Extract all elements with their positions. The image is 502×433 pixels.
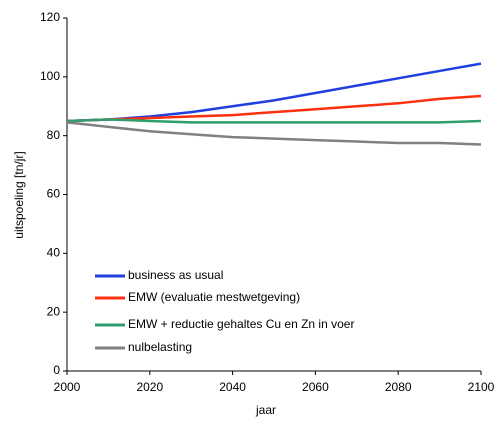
y-tick-label: 60 — [47, 187, 61, 201]
series-line — [66, 94, 482, 123]
x-axis-label: jaar — [255, 403, 276, 417]
series-line — [66, 118, 482, 124]
y-tick-label: 40 — [47, 246, 61, 260]
x-tick-label: 2000 — [54, 380, 81, 394]
y-tick-label: 80 — [47, 128, 61, 142]
legend-label: business as usual — [128, 268, 223, 282]
legend-label: nulbelasting — [128, 340, 192, 354]
y-tick-label: 120 — [40, 10, 60, 24]
y-tick-label: 20 — [47, 304, 61, 318]
y-axis-label: uitspoeling [tn/jr] — [12, 151, 26, 238]
x-tick-label: 2080 — [385, 380, 412, 394]
x-tick-label: 2020 — [136, 380, 163, 394]
y-tick-label: 100 — [40, 69, 60, 83]
legend-label: EMW + reductie gehaltes Cu en Zn in voer — [128, 317, 354, 331]
legend-label: EMW (evaluatie mestwetgeving) — [128, 290, 300, 304]
x-tick-label: 2040 — [219, 380, 246, 394]
x-tick-label: 2060 — [302, 380, 329, 394]
x-tick-label: 2100 — [468, 380, 495, 394]
y-tick-label: 0 — [53, 363, 60, 377]
series-line — [66, 121, 482, 146]
